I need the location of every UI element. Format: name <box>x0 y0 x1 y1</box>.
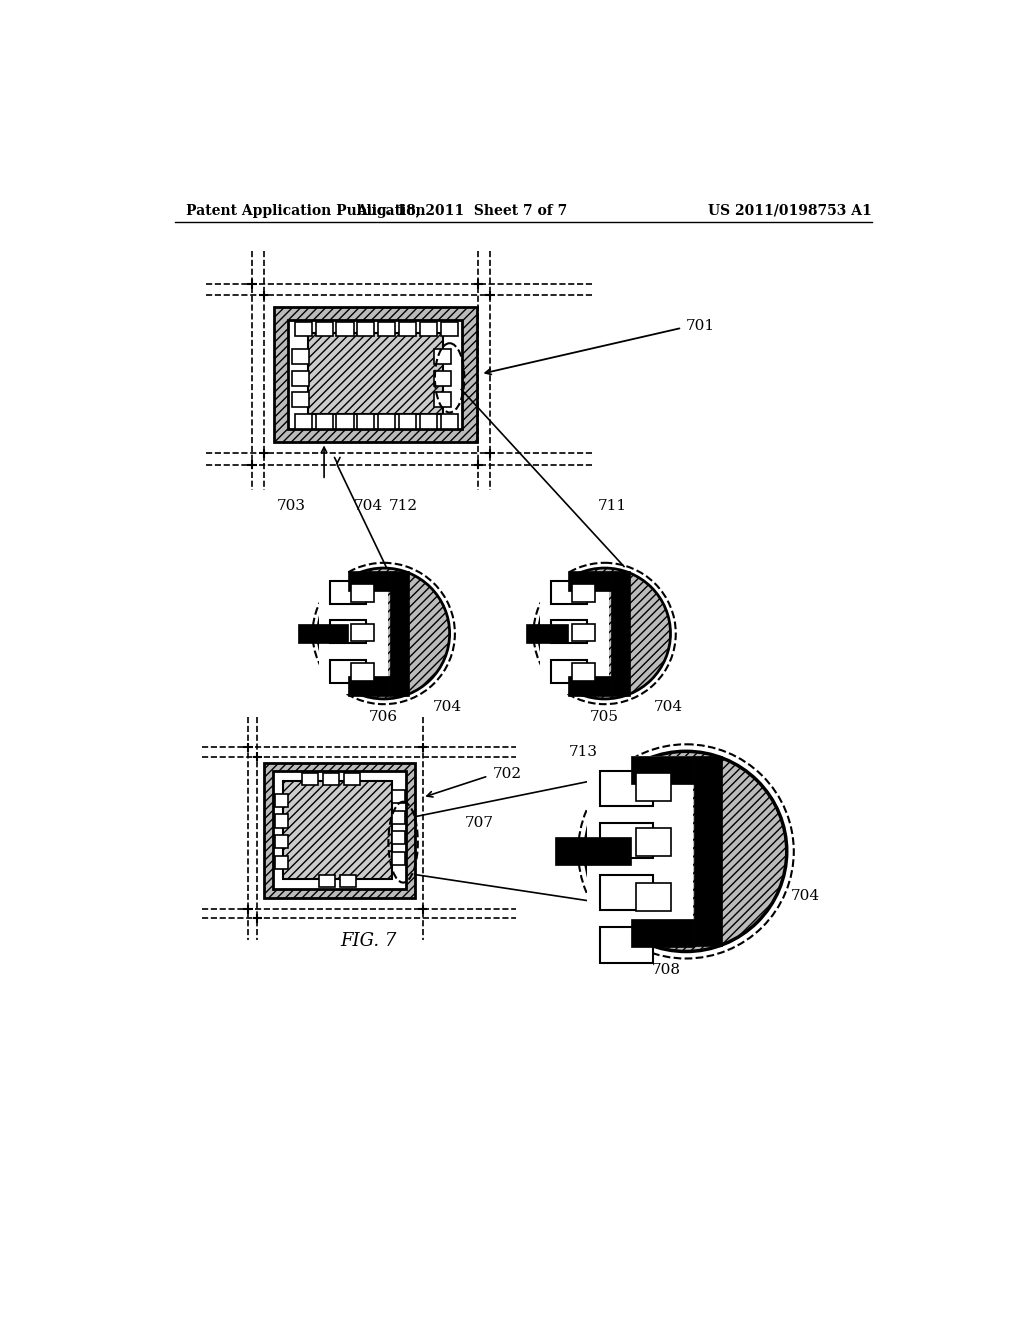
Bar <box>292 371 308 385</box>
Bar <box>420 322 437 337</box>
Bar <box>275 814 289 828</box>
Bar <box>357 414 375 429</box>
Bar <box>391 853 404 866</box>
Bar <box>378 414 395 429</box>
Text: Patent Application Publication: Patent Application Publication <box>186 203 426 218</box>
Bar <box>324 774 339 785</box>
Text: 713: 713 <box>569 744 598 759</box>
Bar <box>319 573 388 694</box>
Text: 704: 704 <box>432 700 462 714</box>
Bar <box>273 308 477 442</box>
Bar <box>399 322 417 337</box>
Text: 704: 704 <box>791 890 820 903</box>
Text: 702: 702 <box>493 767 521 781</box>
Text: US 2011/0198753 A1: US 2011/0198753 A1 <box>709 203 872 218</box>
Bar <box>420 414 437 429</box>
Bar <box>441 322 458 337</box>
Bar <box>337 414 353 429</box>
Bar <box>330 581 366 605</box>
Circle shape <box>539 568 671 700</box>
Bar <box>337 322 353 337</box>
Bar <box>347 676 390 696</box>
Text: Aug. 18, 2011  Sheet 7 of 7: Aug. 18, 2011 Sheet 7 of 7 <box>355 203 567 218</box>
Bar <box>571 663 595 681</box>
Bar <box>551 620 587 643</box>
Bar <box>391 789 404 803</box>
Bar <box>391 832 404 845</box>
Text: 708: 708 <box>652 964 681 977</box>
Bar <box>540 573 609 694</box>
Bar <box>289 321 462 429</box>
Text: 707: 707 <box>465 816 495 830</box>
Bar <box>347 572 390 591</box>
Bar <box>568 572 611 591</box>
Text: 705: 705 <box>590 710 620 725</box>
Bar <box>351 623 374 642</box>
Bar <box>631 756 694 784</box>
Circle shape <box>317 568 450 700</box>
Bar <box>571 585 595 602</box>
Bar <box>275 836 289 849</box>
Bar <box>525 623 568 643</box>
Bar <box>434 392 452 407</box>
Bar <box>636 774 671 801</box>
Circle shape <box>586 751 786 952</box>
Bar <box>330 620 366 643</box>
Text: 704: 704 <box>353 499 383 512</box>
Bar <box>275 793 289 807</box>
Bar <box>340 874 356 887</box>
Bar <box>551 581 587 605</box>
Text: 701: 701 <box>686 319 715 333</box>
Bar <box>295 414 311 429</box>
Bar <box>588 756 693 946</box>
Bar <box>378 322 395 337</box>
Bar <box>600 928 652 962</box>
Bar <box>390 572 409 696</box>
Bar <box>600 875 652 911</box>
Bar <box>351 663 374 681</box>
Text: 703: 703 <box>276 499 305 512</box>
Bar <box>568 676 611 696</box>
Bar <box>571 623 595 642</box>
Bar <box>555 837 631 866</box>
Bar <box>308 333 443 414</box>
Text: FIG. 7: FIG. 7 <box>340 932 396 950</box>
Text: 704: 704 <box>653 700 683 714</box>
Bar <box>344 774 359 785</box>
Bar <box>351 585 374 602</box>
Bar <box>434 371 452 385</box>
Bar <box>600 771 652 807</box>
Bar <box>275 855 289 869</box>
Bar <box>399 414 417 429</box>
Bar <box>315 414 333 429</box>
Bar <box>292 350 308 364</box>
Bar <box>330 660 366 682</box>
Bar <box>295 322 311 337</box>
Bar <box>631 920 694 948</box>
Bar <box>391 810 404 824</box>
Bar <box>611 572 630 696</box>
Bar <box>636 829 671 857</box>
Bar <box>636 883 671 911</box>
Bar <box>600 824 652 858</box>
Bar <box>434 350 452 364</box>
Bar <box>298 623 347 643</box>
Text: 712: 712 <box>388 499 418 512</box>
Bar <box>441 414 458 429</box>
Text: 706: 706 <box>370 710 398 725</box>
Bar <box>319 874 335 887</box>
Bar <box>302 774 317 785</box>
Bar <box>292 392 308 407</box>
Text: 711: 711 <box>598 499 627 512</box>
Bar <box>263 763 415 898</box>
Bar <box>694 756 722 946</box>
Bar <box>283 780 391 879</box>
Bar <box>315 322 333 337</box>
Bar <box>551 660 587 682</box>
Bar <box>357 322 375 337</box>
Bar <box>273 771 407 890</box>
